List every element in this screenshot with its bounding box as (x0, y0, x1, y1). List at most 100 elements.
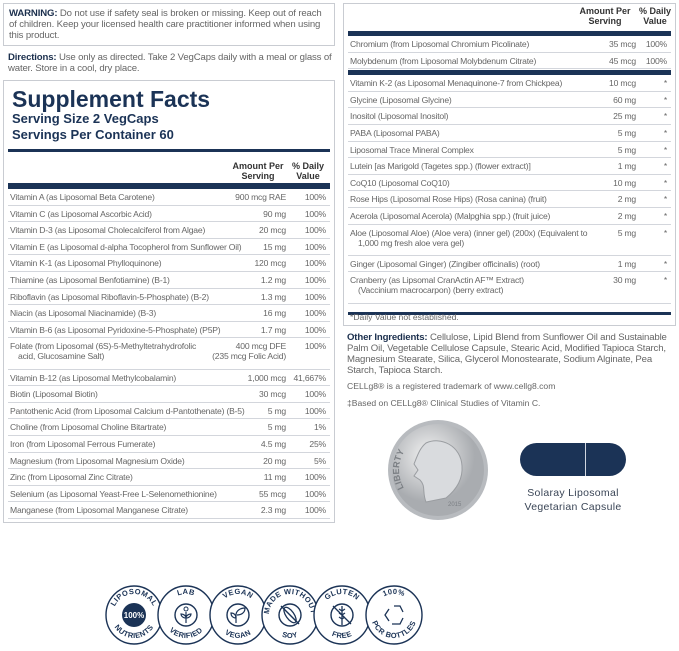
table-row: Molybdenum (from Liposomal Molybdenum Ci… (348, 53, 671, 70)
badge-leaf-sprout-icon: VEGAN VEGAN (209, 585, 267, 645)
nutrient-daily-value: 100% (304, 258, 326, 269)
nutrient-amount: 35 mcg (609, 39, 636, 49)
nutrient-daily-value: 100% (304, 405, 326, 416)
table-row: Inositol (Liposomal Inositol) 25 mg * (348, 108, 671, 125)
svg-text:LAB: LAB (176, 587, 196, 597)
svg-text:VEGAN: VEGAN (221, 587, 255, 600)
nutrient-daily-value: * (663, 128, 667, 138)
footnote: *Daily Value not established. (350, 312, 459, 322)
nutrient-name: Iron (from Liposomal Ferrous Fumerate) (10, 439, 156, 449)
serving-size: Serving Size 2 VegCaps (12, 111, 159, 126)
nutrient-name: CoQ10 (Liposomal CoQ10) (350, 177, 450, 188)
nutrient-amount: 25 mg (613, 111, 636, 122)
badge-sprout-in-circle-icon: LAB VERIFIED (157, 585, 215, 645)
nutrient-daily-value: 100% (304, 341, 326, 352)
nutrient-daily-value: 100% (304, 488, 326, 499)
trademark-note: CELLg8® is a registered trademark of www… (347, 381, 556, 391)
nutrient-daily-value: * (663, 94, 667, 105)
nutrient-amount: 2 mg (617, 211, 637, 221)
badge-top-text: 100% (381, 587, 406, 598)
nutrient-amount: 45 mcg (609, 55, 636, 66)
nutrient-amount: 55 mcg (259, 488, 286, 499)
nutrient-name: Glycine (Liposomal Glycine) (350, 94, 452, 105)
table-row: Glycine (Liposomal Glycine) 60 mg * (348, 92, 671, 109)
table-row: Zinc (from Liposomal Zinc Citrate) 11 mg 1… (8, 469, 330, 486)
nutrient-amount: 5 mg (617, 227, 637, 238)
table-row: Vitamin B-6 (as Liposomal Pyridoxine-5-P… (8, 322, 330, 339)
nutrient-name: Vitamin E (as Liposomal d-alpha Tocopher… (10, 241, 242, 252)
svg-text:VERIFIED: VERIFIED (168, 625, 205, 640)
supplement-facts-panel-left: Supplement Facts Serving Size 2 VegCaps … (3, 80, 335, 523)
nutrient-name: Vitamin K-1 (as Liposomal Phylloquinone) (10, 258, 162, 269)
svg-text:GLUTEN: GLUTEN (323, 587, 362, 602)
nutrient-daily-value: 100% (304, 291, 326, 302)
badge-top-text: LAB (176, 587, 196, 597)
nutrient-daily-value: 100% (304, 192, 326, 202)
nutrient-amount: 5 mg (267, 422, 287, 433)
svg-text:LIBERTY: LIBERTY (391, 447, 406, 491)
svg-text:SOY: SOY (281, 630, 299, 640)
nutrient-amount: 400 mcg DFE (235 mcg Folic Acid) (212, 341, 286, 362)
table-row: Lutein [as Marigold (Tagetes spp.) (flow… (348, 158, 671, 175)
nutrient-amount: 5 mg (617, 144, 637, 155)
nutrient-name: Rose Hips (Liposomal Rose Hips) (Rosa ca… (350, 194, 547, 205)
nutrient-amount: 30 mg (613, 275, 636, 286)
nutrient-name: PABA (Liposomal PABA) (350, 128, 440, 138)
nutrient-name: Selenium (as Liposomal Yeast-Free L-Sele… (10, 488, 217, 499)
table-row: Ginger (Liposomal Ginger) (Zingiber offi… (348, 256, 671, 273)
badge-top-text: VEGAN (221, 587, 255, 600)
table-row: Pantothenic Acid (from Liposomal Calcium… (8, 403, 330, 420)
table-row: Cranberry (as Lipsomal CranActin AF™ Ext… (348, 272, 671, 304)
nutrient-daily-value: 100% (645, 39, 667, 49)
table-row: Magnesium (from Liposomal Magnesium Oxid… (8, 453, 330, 470)
badge-bottom-text: VEGAN (223, 628, 252, 640)
nutrient-name: Ginger (Liposomal Ginger) (Zingiber offi… (350, 258, 540, 269)
nutrient-amount: 1 mg (617, 161, 637, 172)
servings-per-container: Servings Per Container 60 (12, 127, 174, 142)
nutrient-amount: 11 mg (263, 472, 286, 483)
nutrient-name: Vitamin K-2 (as Liposomal Menaquinone-7 … (350, 78, 563, 89)
nutrient-daily-value: * (663, 177, 667, 188)
table-row: Rose Hips (Liposomal Rose Hips) (Rosa ca… (348, 191, 671, 208)
nutrient-daily-value: * (663, 161, 667, 172)
nutrient-daily-value: 100% (304, 225, 326, 236)
table-row: Vitamin D-3 (as Liposomal Cholecalcifero… (8, 222, 330, 239)
nutrient-amount: 30 mcg (259, 389, 286, 400)
nutrient-name: Riboflavin (as Liposomal Riboflavin-5-Ph… (10, 291, 209, 302)
nutrient-daily-value: 100% (304, 389, 326, 400)
nutrient-amount: 4.5 mg (260, 439, 286, 449)
nutrient-amount: 5 mg (617, 128, 637, 138)
nutrient-daily-value: * (663, 275, 667, 286)
badge-crossed-wheat-icon: GLUTEN FREE (313, 585, 371, 645)
capsule-caption: Solaray Liposomal Vegetarian Capsule (524, 487, 622, 513)
badge-top-text: GLUTEN (323, 587, 361, 602)
nutrient-name: Liposomal Trace Mineral Complex (350, 144, 474, 155)
nutrient-amount: 1,000 mcg (247, 372, 287, 383)
table-row: Iron (from Liposomal Ferrous Fumerate) 4.… (8, 436, 330, 453)
table-row: Vitamin B-12 (as Liposomal Methylcobalam… (8, 370, 330, 387)
nutrient-amount: 90 mg (263, 208, 286, 219)
other-ingredients: Other Ingredients: Cellulose, Lipid Blen… (347, 332, 667, 376)
thick-rule (8, 183, 330, 189)
dime-coin-image: LIBERTY 2015 (388, 420, 488, 520)
nutrient-name: Molybdenum (from Liposomal Molybdenum Ci… (350, 55, 537, 66)
nutrient-amount: 15 mg (263, 241, 286, 252)
nutrient-amount: 1 mg (617, 258, 637, 269)
thick-rule (348, 70, 671, 76)
nutrient-name: Zinc (from Liposomal Zinc Citrate) (10, 472, 133, 483)
nutrient-amount: 1.7 mg (260, 324, 286, 335)
nutrient-daily-value: * (663, 227, 667, 238)
nutrient-daily-value: 5% (313, 455, 326, 466)
nutrient-daily-value: 100% (304, 505, 326, 516)
nutrient-amount: 120 mcg (254, 258, 286, 269)
nutrient-name: Biotin (Liposomal Biotin) (10, 389, 98, 400)
nutrient-name: Choline (from Liposomal Choline Bitartra… (10, 422, 167, 433)
rule (8, 149, 330, 152)
nutrient-amount: 10 mg (613, 177, 636, 188)
dv-header: % Daily Value (638, 6, 671, 26)
nutrient-name: Chromium (from Liposomal Chromium Picoli… (350, 39, 530, 49)
nutrient-amount: 5 mg (267, 405, 287, 416)
table-row: Folate (from Liposomal (6S)-5-Methyltetr… (8, 338, 330, 370)
table-row: Vitamin E (as Liposomal d-alpha Tocopher… (8, 239, 330, 256)
table-row: Selenium (as Liposomal Yeast-Free L-Sele… (8, 486, 330, 503)
